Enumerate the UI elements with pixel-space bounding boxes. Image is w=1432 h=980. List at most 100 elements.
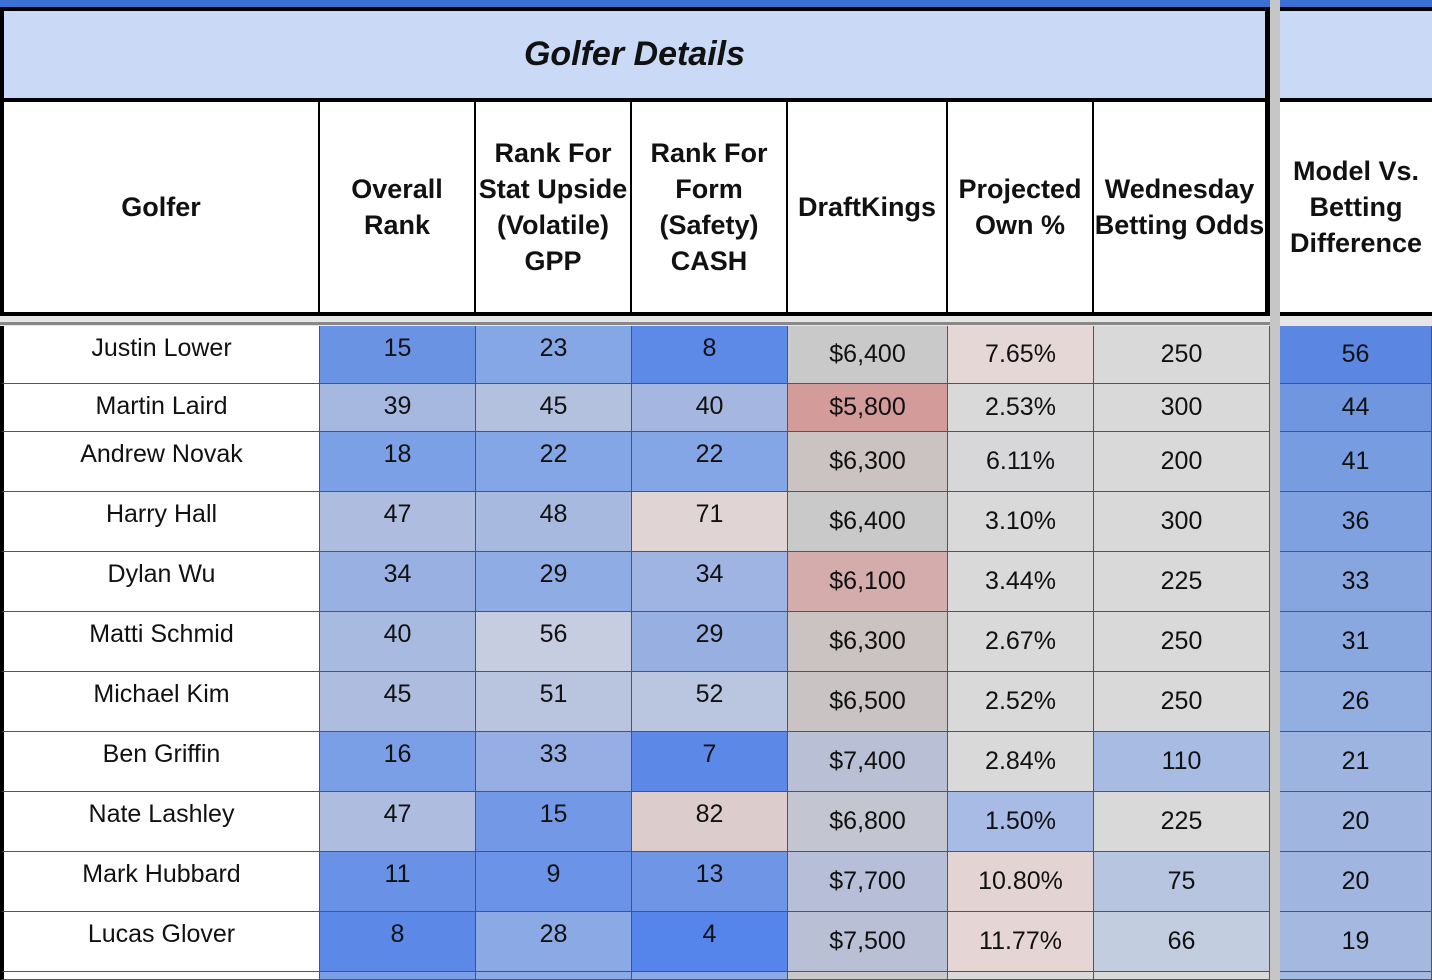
- partial-row-cell[interactable]: [788, 972, 948, 980]
- betting-odds-cell[interactable]: 300: [1094, 384, 1270, 432]
- projected-own-cell[interactable]: 2.52%: [948, 672, 1094, 732]
- draftkings-salary-cell[interactable]: $6,400: [788, 492, 948, 552]
- table-title[interactable]: Golfer Details: [0, 7, 1270, 102]
- overall-rank-cell[interactable]: 15: [320, 326, 476, 384]
- overall-rank-cell[interactable]: 40: [320, 612, 476, 672]
- partial-row-cell[interactable]: [1094, 972, 1270, 980]
- golfer-cell[interactable]: Dylan Wu: [0, 552, 320, 612]
- overall-rank-cell[interactable]: 34: [320, 552, 476, 612]
- partial-row-cell[interactable]: [948, 972, 1094, 980]
- model-diff-cell[interactable]: 31: [1280, 612, 1432, 672]
- rank-stat-cell[interactable]: 33: [476, 732, 632, 792]
- projected-own-cell[interactable]: 1.50%: [948, 792, 1094, 852]
- golfer-cell[interactable]: Michael Kim: [0, 672, 320, 732]
- rank-form-cell[interactable]: 22: [632, 432, 788, 492]
- title-cell-right[interactable]: [1280, 7, 1432, 102]
- draftkings-salary-cell[interactable]: $6,400: [788, 326, 948, 384]
- partial-row-cell[interactable]: [320, 972, 476, 980]
- rank-form-cell[interactable]: 52: [632, 672, 788, 732]
- model-diff-cell[interactable]: 41: [1280, 432, 1432, 492]
- rank-form-cell[interactable]: 8: [632, 326, 788, 384]
- golfer-cell[interactable]: Matti Schmid: [0, 612, 320, 672]
- betting-odds-cell[interactable]: 66: [1094, 912, 1270, 972]
- projected-own-cell[interactable]: 2.53%: [948, 384, 1094, 432]
- projected-own-cell[interactable]: 10.80%: [948, 852, 1094, 912]
- model-diff-cell[interactable]: 19: [1280, 912, 1432, 972]
- overall-rank-cell[interactable]: 11: [320, 852, 476, 912]
- draftkings-salary-cell[interactable]: $6,300: [788, 432, 948, 492]
- header-golfer[interactable]: Golfer: [0, 102, 320, 316]
- draftkings-salary-cell[interactable]: $6,300: [788, 612, 948, 672]
- rank-form-cell[interactable]: 7: [632, 732, 788, 792]
- golfer-cell[interactable]: Mark Hubbard: [0, 852, 320, 912]
- overall-rank-cell[interactable]: 8: [320, 912, 476, 972]
- rank-form-cell[interactable]: 34: [632, 552, 788, 612]
- golfer-cell[interactable]: Martin Laird: [0, 384, 320, 432]
- draftkings-salary-cell[interactable]: $5,800: [788, 384, 948, 432]
- model-diff-cell[interactable]: 21: [1280, 732, 1432, 792]
- projected-own-cell[interactable]: 11.77%: [948, 912, 1094, 972]
- header-model-diff[interactable]: Model Vs. Betting Difference: [1280, 102, 1432, 316]
- model-diff-cell[interactable]: 44: [1280, 384, 1432, 432]
- header-rank-form[interactable]: Rank For Form (Safety) CASH: [632, 102, 788, 316]
- partial-row-cell[interactable]: [1280, 972, 1432, 980]
- betting-odds-cell[interactable]: 75: [1094, 852, 1270, 912]
- overall-rank-cell[interactable]: 39: [320, 384, 476, 432]
- partial-row-cell[interactable]: [476, 972, 632, 980]
- projected-own-cell[interactable]: 3.10%: [948, 492, 1094, 552]
- model-diff-cell[interactable]: 33: [1280, 552, 1432, 612]
- frozen-column-divider[interactable]: [1270, 0, 1280, 980]
- model-diff-cell[interactable]: 20: [1280, 852, 1432, 912]
- rank-stat-cell[interactable]: 29: [476, 552, 632, 612]
- betting-odds-cell[interactable]: 225: [1094, 552, 1270, 612]
- draftkings-salary-cell[interactable]: $7,400: [788, 732, 948, 792]
- rank-stat-cell[interactable]: 15: [476, 792, 632, 852]
- betting-odds-cell[interactable]: 250: [1094, 326, 1270, 384]
- betting-odds-cell[interactable]: 250: [1094, 612, 1270, 672]
- rank-stat-cell[interactable]: 22: [476, 432, 632, 492]
- projected-own-cell[interactable]: 6.11%: [948, 432, 1094, 492]
- partial-row-cell[interactable]: [632, 972, 788, 980]
- rank-form-cell[interactable]: 82: [632, 792, 788, 852]
- rank-form-cell[interactable]: 13: [632, 852, 788, 912]
- betting-odds-cell[interactable]: 110: [1094, 732, 1270, 792]
- projected-own-cell[interactable]: 2.67%: [948, 612, 1094, 672]
- golfer-cell[interactable]: Justin Lower: [0, 326, 320, 384]
- projected-own-cell[interactable]: 7.65%: [948, 326, 1094, 384]
- rank-form-cell[interactable]: 71: [632, 492, 788, 552]
- model-diff-cell[interactable]: 36: [1280, 492, 1432, 552]
- golfer-cell[interactable]: Harry Hall: [0, 492, 320, 552]
- golfer-cell[interactable]: Ben Griffin: [0, 732, 320, 792]
- rank-stat-cell[interactable]: 9: [476, 852, 632, 912]
- golfer-cell[interactable]: Nate Lashley: [0, 792, 320, 852]
- draftkings-salary-cell[interactable]: $6,100: [788, 552, 948, 612]
- golfer-cell[interactable]: Lucas Glover: [0, 912, 320, 972]
- overall-rank-cell[interactable]: 47: [320, 792, 476, 852]
- draftkings-salary-cell[interactable]: $7,700: [788, 852, 948, 912]
- header-betting-odds[interactable]: Wednesday Betting Odds: [1094, 102, 1270, 316]
- frozen-row-divider[interactable]: [0, 316, 1432, 326]
- rank-stat-cell[interactable]: 56: [476, 612, 632, 672]
- overall-rank-cell[interactable]: 16: [320, 732, 476, 792]
- rank-stat-cell[interactable]: 51: [476, 672, 632, 732]
- overall-rank-cell[interactable]: 47: [320, 492, 476, 552]
- rank-stat-cell[interactable]: 48: [476, 492, 632, 552]
- betting-odds-cell[interactable]: 250: [1094, 672, 1270, 732]
- betting-odds-cell[interactable]: 300: [1094, 492, 1270, 552]
- header-overall-rank[interactable]: Overall Rank: [320, 102, 476, 316]
- rank-form-cell[interactable]: 29: [632, 612, 788, 672]
- golfer-cell[interactable]: Andrew Novak: [0, 432, 320, 492]
- rank-form-cell[interactable]: 4: [632, 912, 788, 972]
- draftkings-salary-cell[interactable]: $7,500: [788, 912, 948, 972]
- draftkings-salary-cell[interactable]: $6,800: [788, 792, 948, 852]
- betting-odds-cell[interactable]: 200: [1094, 432, 1270, 492]
- projected-own-cell[interactable]: 2.84%: [948, 732, 1094, 792]
- draftkings-salary-cell[interactable]: $6,500: [788, 672, 948, 732]
- rank-stat-cell[interactable]: 45: [476, 384, 632, 432]
- header-rank-stat-upside[interactable]: Rank For Stat Upside (Volatile) GPP: [476, 102, 632, 316]
- overall-rank-cell[interactable]: 45: [320, 672, 476, 732]
- header-projected-own[interactable]: Projected Own %: [948, 102, 1094, 316]
- rank-stat-cell[interactable]: 28: [476, 912, 632, 972]
- header-draftkings[interactable]: DraftKings: [788, 102, 948, 316]
- projected-own-cell[interactable]: 3.44%: [948, 552, 1094, 612]
